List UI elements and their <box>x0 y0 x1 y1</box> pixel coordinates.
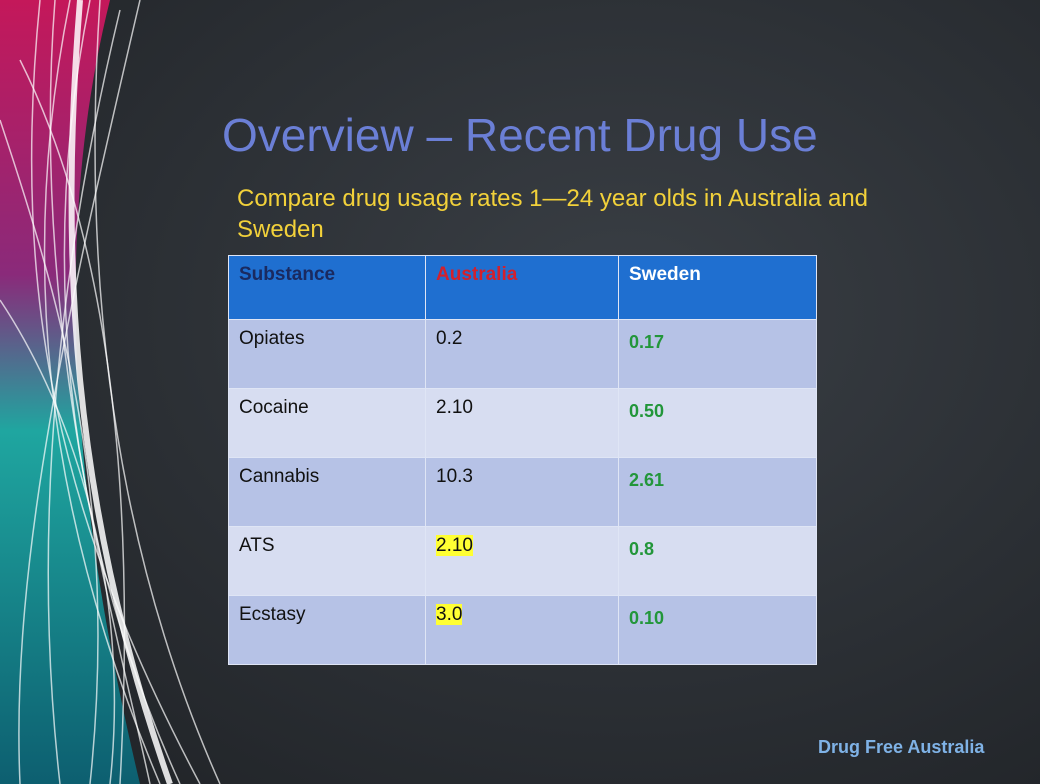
cell: 0.17 <box>618 319 817 389</box>
highlighted-value: 3.0 <box>436 604 463 625</box>
row: Cannabis 10.3 2.61 <box>228 457 817 527</box>
cell: Opiates <box>228 319 426 389</box>
header-cell: Substance <box>228 255 426 320</box>
title: Overview – Recent Drug Use <box>222 109 818 161</box>
header-cell: Australia <box>425 255 619 320</box>
cell: 2.10 <box>425 388 619 458</box>
footer: Drug Free Australia <box>818 737 985 757</box>
cell: 0.10 <box>618 595 817 665</box>
header-row: Substance Australia Sweden <box>228 255 817 320</box>
cell: Cannabis <box>228 457 426 527</box>
subtitle-line: Compare drug usage rates 1—24 year olds … <box>237 185 869 212</box>
cell: ATS <box>228 526 426 596</box>
cell: Cocaine <box>228 388 426 458</box>
cell: Ecstasy <box>228 595 426 665</box>
row: ATS 2.10 0.8 <box>228 526 817 596</box>
cell: 0.2 <box>425 319 619 389</box>
cell: 2.10 <box>425 526 619 596</box>
cell: 10.3 <box>425 457 619 527</box>
decoration <box>0 0 221 784</box>
subtitle: Compare drug usage rates 1—24 year olds … <box>237 183 868 245</box>
row: Ecstasy 3.0 0.10 <box>228 595 817 665</box>
row: Cocaine 2.10 0.50 <box>228 388 817 458</box>
cell: 0.8 <box>618 526 817 596</box>
table: Substance Australia Sweden Opiates 0.2 0… <box>228 255 817 665</box>
row: Opiates 0.2 0.17 <box>228 319 817 389</box>
cell: 2.61 <box>618 457 817 527</box>
subtitle-line: Sweden <box>237 216 324 243</box>
cell: 0.50 <box>618 388 817 458</box>
header-cell: Sweden <box>618 255 817 320</box>
highlighted-value: 2.10 <box>436 535 473 556</box>
cell: 3.0 <box>425 595 619 665</box>
